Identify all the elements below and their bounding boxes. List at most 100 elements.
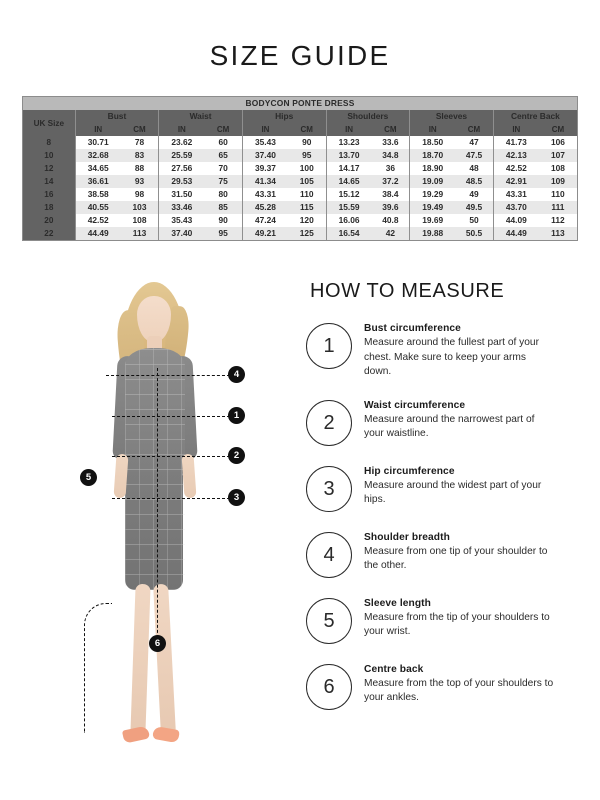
table-cell: 60: [204, 136, 243, 149]
table-cell: 44.49: [74, 227, 121, 240]
page-title: SIZE GUIDE: [209, 40, 391, 71]
table-cell: 37.40: [158, 227, 205, 240]
model-right-shoe-shape: [152, 725, 180, 744]
table-row: 18 40.55 103 33.46 85 45.28 115 15.59 39.6 19.49 4…: [23, 201, 577, 214]
table-cell: 111: [538, 201, 577, 214]
table-cell: 43.31: [241, 188, 288, 201]
header-unit-sleeves-in: IN: [409, 123, 456, 136]
table-row: 12 34.65 88 27.56 70 39.37 100 14.17 36 18.90 48 42…: [23, 162, 577, 175]
measure-section: 4 1 2 3 5 6 HOW TO MEASURE 1 Bust circumf…: [0, 258, 600, 800]
model-left-leg-shape: [130, 583, 151, 735]
table-cell: 19.29: [409, 188, 456, 201]
step-number-circle: 5: [306, 597, 352, 644]
model-dress-skirt-shape: [125, 472, 183, 590]
model-left-shoe-shape: [121, 725, 151, 744]
measure-step-4: 4 Shoulder breadth Measure from one tip of…: [300, 530, 600, 578]
table-cell: 44.09: [492, 214, 539, 227]
header-unit-bust-in: IN: [74, 123, 121, 136]
table-cell: 41.34: [241, 175, 288, 188]
header-group-sleeves: Sleeves: [409, 110, 494, 123]
table-cell: 39.6: [371, 201, 410, 214]
table-cell: 109: [538, 175, 577, 188]
guide-line-shoulders: [106, 375, 230, 376]
table-cell: 93: [120, 175, 159, 188]
table-cell: 49.5: [455, 201, 494, 214]
cell-uk-size: 10: [23, 149, 76, 162]
badge-bust-1: 1: [228, 407, 245, 424]
table-cell: 42.52: [74, 214, 121, 227]
table-cell: 29.53: [158, 175, 205, 188]
table-cell: 80: [204, 188, 243, 201]
table-unit-row: IN CM IN CM IN CM IN CM IN CM IN CM: [23, 123, 577, 136]
step-heading: Centre back: [364, 663, 424, 675]
table-cell: 16.54: [325, 227, 372, 240]
cell-uk-size: 8: [23, 136, 76, 149]
header-unit-shoulders-in: IN: [325, 123, 372, 136]
table-cell: 18.90: [409, 162, 456, 175]
table-header: BODYCON PONTE DRESS UK Size Bust Waist H…: [23, 97, 577, 136]
table-cell: 13.23: [325, 136, 372, 149]
table-cell: 40.8: [371, 214, 410, 227]
table-cell: 125: [288, 227, 327, 240]
table-cell: 42: [371, 227, 410, 240]
step-description: Measure around the widest part of your h…: [364, 479, 542, 506]
step-number-circle: 2: [306, 399, 352, 446]
step-heading: Shoulder breadth: [364, 531, 450, 543]
table-cell: 31.50: [158, 188, 205, 201]
table-cell: 105: [288, 175, 327, 188]
table-cell: 103: [120, 201, 159, 214]
table-cell: 18.50: [409, 136, 456, 149]
table-cell: 78: [120, 136, 159, 149]
measure-step-2: 2 Waist circumference Measure around the n…: [300, 398, 600, 446]
table-cell: 19.69: [409, 214, 456, 227]
table-cell: 42.91: [492, 175, 539, 188]
table-band-row: BODYCON PONTE DRESS: [23, 97, 577, 110]
header-unit-waist-in: IN: [158, 123, 205, 136]
table-cell: 107: [538, 149, 577, 162]
cell-uk-size: 12: [23, 162, 76, 175]
measure-step-6: 6 Centre back Measure from the top of your…: [300, 662, 600, 710]
table-cell: 108: [120, 214, 159, 227]
table-cell: 113: [120, 227, 159, 240]
header-unit-hips-in: IN: [241, 123, 288, 136]
step-heading: Bust circumference: [364, 323, 461, 334]
table-cell: 37.40: [241, 149, 288, 162]
how-to-measure-title: HOW TO MEASURE: [310, 280, 505, 302]
step-description: Measure around the narrowest part of you…: [364, 413, 535, 440]
table-cell: 85: [204, 201, 243, 214]
table-cell: 110: [288, 188, 327, 201]
cell-uk-size: 20: [23, 214, 76, 227]
table-cell: 100: [288, 162, 327, 175]
table-cell: 113: [538, 227, 577, 240]
table-cell: 49.21: [241, 227, 288, 240]
table-cell: 42.52: [492, 162, 539, 175]
measure-step-3: 3 Hip circumference Measure around the wid…: [300, 464, 600, 512]
how-to-measure-column: HOW TO MEASURE 1 Bust circumference Measur…: [300, 258, 600, 800]
model-figure-column: 4 1 2 3 5 6: [0, 258, 300, 800]
table-cell: 19.09: [409, 175, 456, 188]
table-row: 20 42.52 108 35.43 90 47.24 120 16.06 40.8 19.69 5…: [23, 214, 577, 227]
table-body: 8 30.71 78 23.62 60 35.43 90 13.23 33.6 18.50 47 41…: [23, 136, 577, 240]
step-text-block: Bust circumference Measure around the ful…: [364, 321, 554, 380]
table-cell: 95: [204, 227, 243, 240]
measure-step-5: 5 Sleeve length Measure from the tip of yo…: [300, 596, 600, 644]
step-number-circle: 3: [306, 465, 352, 512]
cell-uk-size: 14: [23, 175, 76, 188]
step-text-block: Hip circumference Measure around the wide…: [364, 464, 554, 508]
table-cell: 43.31: [492, 188, 539, 201]
table-cell: 37.2: [371, 175, 410, 188]
step-description: Measure around the fullest part of your …: [364, 337, 539, 377]
table-cell: 47: [455, 136, 494, 149]
table-cell: 19.88: [409, 227, 456, 240]
step-heading: Hip circumference: [364, 465, 455, 477]
table-cell: 14.17: [325, 162, 372, 175]
measure-steps-list: 1 Bust circumference Measure around the fu…: [300, 321, 600, 710]
header-unit-waist-cm: CM: [204, 123, 243, 136]
table-cell: 48: [455, 162, 494, 175]
table-cell: 41.73: [492, 136, 539, 149]
measure-step-1: 1 Bust circumference Measure around the fu…: [300, 321, 600, 380]
table-band-title: BODYCON PONTE DRESS: [23, 97, 577, 110]
model-dress-pattern: [125, 348, 185, 590]
table-cell: 106: [538, 136, 577, 149]
step-heading: Sleeve length: [364, 597, 431, 609]
